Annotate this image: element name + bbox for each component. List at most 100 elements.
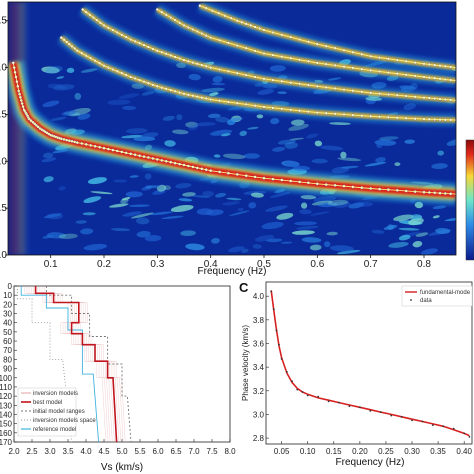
heatmap-speckle <box>288 123 309 131</box>
heatmap-speckle <box>136 217 150 225</box>
heatmap-speckle <box>46 232 66 239</box>
y-tick-label: 110 <box>0 383 13 392</box>
panel-c-dispersion-curve: C 0.05 0.10 0.15 0.20 0.25 0.30 0.35 0.40 2.8 3.0… <box>239 280 473 468</box>
x-tick-label: 2.5 <box>26 447 38 456</box>
panel-b-axes: 2.0 2.5 3.0 3.5 4.0 4.5 5.0 5.5 6.0 6.5 7.0 7.5 8.0 0… <box>0 282 236 456</box>
heatmap-speckle <box>194 122 216 127</box>
heatmap-speckle <box>329 122 351 126</box>
y-tick-label: 3.0 <box>253 410 265 419</box>
panel-b-series <box>17 286 132 443</box>
heatmap-speckle <box>212 76 223 83</box>
heatmap-speckle <box>42 100 60 108</box>
heatmap-speckle <box>261 221 284 230</box>
x-tick-label: 0.6 <box>310 259 324 270</box>
x-tick-label: 0.4 <box>204 259 218 270</box>
x-tick-label: 0.20 <box>352 447 368 456</box>
heatmap-speckle <box>437 150 444 156</box>
heatmap-speckle <box>336 249 361 255</box>
x-tick-label: 7.0 <box>188 447 200 456</box>
data-point <box>286 371 288 373</box>
y-tick-label: 70 <box>3 346 12 355</box>
x-tick-label: 0.1 <box>44 259 58 270</box>
heatmap-speckle <box>140 132 159 139</box>
panel-c-xlabel: Frequency (Hz) <box>336 457 405 468</box>
heatmap-speckle <box>111 228 131 232</box>
heatmap-speckle <box>141 91 155 96</box>
heatmap-speckle <box>383 224 398 230</box>
legend-entry: inversion models space <box>33 418 96 424</box>
data-point <box>327 400 330 403</box>
heatmap-speckle <box>118 93 140 99</box>
legend-box <box>17 387 77 437</box>
heatmap-speckle <box>324 241 331 248</box>
y-tick-label: 90 <box>3 365 12 374</box>
heatmap-speckle <box>292 165 310 171</box>
y-tick-label: 130 <box>0 401 13 410</box>
heatmap-speckle <box>394 162 401 167</box>
data-point <box>301 391 304 393</box>
heatmap-speckle <box>329 245 354 252</box>
heatmap-speckle <box>188 73 201 81</box>
data-point <box>432 424 434 426</box>
heatmap-speckle <box>301 237 322 243</box>
data-point <box>359 406 361 409</box>
legend-entry: reference model <box>33 427 76 433</box>
legend-entry: fundamental-mode <box>420 290 471 296</box>
data-point <box>468 436 471 438</box>
heatmap-speckle <box>435 227 451 235</box>
y-tick-label: 40 <box>3 319 12 328</box>
heatmap-speckle <box>326 231 338 236</box>
heatmap-speckle <box>161 215 184 220</box>
x-tick-label: 0.10 <box>300 447 316 456</box>
heatmap-speckle <box>256 114 264 119</box>
heatmap-speckle <box>284 161 299 167</box>
heatmap-speckle <box>182 192 196 197</box>
heatmap-speckle <box>247 126 259 130</box>
heatmap-speckle <box>211 82 226 86</box>
data-point <box>463 432 466 435</box>
y-tick-label: 3.4 <box>253 363 265 372</box>
heatmap-speckle <box>226 197 242 201</box>
heatmap-speckle <box>408 217 424 226</box>
heatmap-speckle <box>42 152 54 159</box>
heatmap-speckle <box>398 227 420 231</box>
heatmap-speckle <box>341 165 359 169</box>
heatmap-speckle <box>327 77 342 81</box>
heatmap-speckle <box>398 234 411 241</box>
x-tick-label: 0.2 <box>97 259 111 270</box>
x-tick-label: 8.0 <box>224 447 236 456</box>
x-tick-label: 0.25 <box>378 447 394 456</box>
heatmap-speckle <box>121 197 131 201</box>
heatmap-speckle <box>431 163 448 170</box>
panel-a-heatmap: 0.1 0.2 0.3 0.4 0.5 0.6 0.7 0.8 2.0 2.5 3.0 3.5 4.0 4… <box>0 1 474 277</box>
heatmap-speckle <box>222 201 240 206</box>
heatmap-speckle <box>432 215 440 219</box>
heatmap-speckle <box>185 121 199 128</box>
heatmap-speckle <box>196 208 213 216</box>
heatmap-speckle <box>80 68 98 73</box>
legend-entry: best model <box>33 400 62 406</box>
heatmap-speckle <box>354 201 374 207</box>
heatmap-speckle <box>185 243 205 251</box>
panel-c-ylabel: Phase velocity (km/s) <box>241 325 250 401</box>
mode-curve <box>199 5 456 69</box>
data-point <box>442 425 445 428</box>
heatmap-speckle <box>388 241 409 248</box>
heatmap-speckle <box>444 217 456 222</box>
heatmap-speckle <box>252 244 262 249</box>
heatmap-speckle <box>80 228 94 235</box>
heatmap-speckle <box>61 110 77 116</box>
heatmap-speckle <box>314 140 323 147</box>
data-point <box>270 290 273 293</box>
heatmap-speckle <box>163 185 171 191</box>
data-point <box>379 411 382 413</box>
heatmap-speckle <box>228 246 245 253</box>
heatmap-speckle <box>192 195 211 198</box>
heatmap-speckle <box>269 65 286 72</box>
y-tick-label: 60 <box>3 337 12 346</box>
x-tick-label: 3.5 <box>62 447 74 456</box>
heatmap-speckle <box>129 175 139 178</box>
heatmap-speckle <box>150 211 173 216</box>
heatmap-speckle <box>306 133 319 139</box>
heatmap-speckle <box>120 198 129 204</box>
